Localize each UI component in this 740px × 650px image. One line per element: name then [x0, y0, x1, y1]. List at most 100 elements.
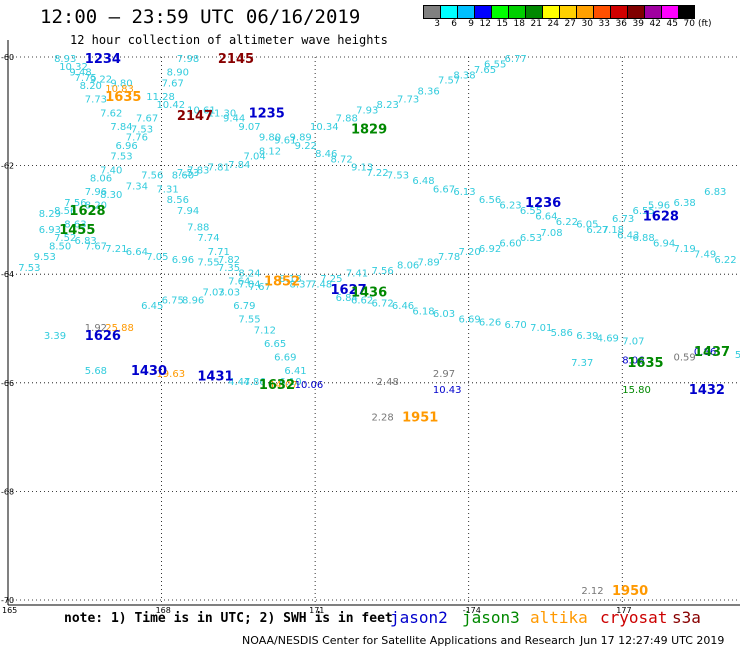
- legend-swatch: [559, 5, 576, 19]
- swh-value: 4.86: [243, 377, 265, 388]
- swh-value: 9.13: [351, 163, 373, 174]
- swh-value: 6.55: [633, 206, 655, 217]
- lon-tick-label: -174: [463, 606, 481, 615]
- swh-value-gray: 0.59: [673, 353, 695, 364]
- swh-value: 7.56: [64, 198, 86, 209]
- swh-value: 7.96: [85, 187, 107, 198]
- swh-value: 6.56: [479, 195, 501, 206]
- swh-value: 6.45: [141, 301, 163, 312]
- swh-value-altika: 25.88: [105, 323, 134, 334]
- swh-value: 6.26: [479, 317, 501, 328]
- swh-value: 7.82: [218, 255, 240, 266]
- swh-value-jason2: 0.86: [694, 347, 716, 358]
- swh-value: 7.67: [85, 241, 107, 252]
- swh-value: 6.41: [284, 366, 306, 377]
- pass-time-label: 1626: [85, 329, 121, 344]
- lon-tick-label: 171: [309, 606, 324, 615]
- swh-value: 8.93: [54, 54, 76, 65]
- legend-bin-label: 70: [683, 19, 695, 29]
- swh-value: 8.60: [172, 171, 194, 182]
- pass-time-label: 1236: [525, 196, 561, 211]
- swh-value: 7.57: [438, 76, 460, 87]
- swh-value: 7.53: [177, 168, 199, 179]
- pass-time-label: 2147: [177, 109, 213, 124]
- pass-time-label: 1632: [259, 378, 295, 393]
- swh-value: 8.96: [182, 296, 204, 307]
- swh-value-gray: 2.48: [377, 377, 399, 388]
- legend-labels: 3 6 9 12 15 18 21 24 27 30 33 36 39 42 45 70 (ft): [423, 19, 718, 29]
- legend-bin-label: 24: [547, 19, 559, 29]
- swh-value: 6.10: [279, 377, 301, 388]
- swh-value: 9.53: [34, 252, 56, 263]
- swh-value: 7.04: [243, 152, 265, 163]
- swh-value-gray: 1.92: [85, 323, 107, 334]
- generated-timestamp: Jun 17 12:27:49 UTC 2019: [580, 634, 725, 647]
- swh-value: 6.27: [586, 225, 608, 236]
- swh-value: 6.70: [505, 320, 527, 331]
- swh-value: 6.96: [172, 255, 194, 266]
- swh-value: 7.53: [387, 171, 409, 182]
- swh-value: 9.89: [290, 133, 312, 144]
- swh-value: 7.94: [177, 206, 199, 217]
- swh-value: 7.65: [474, 65, 496, 76]
- swh-value: 8.72: [330, 154, 352, 165]
- lon-tick-label: 177: [616, 606, 631, 615]
- swh-value: 7.88: [336, 114, 358, 125]
- swh-value: 6.43: [617, 230, 639, 241]
- swh-value: 8.12: [259, 146, 281, 157]
- swh-value: 6.03: [433, 309, 455, 320]
- lat-tick-label: -64: [1, 270, 14, 279]
- swh-value: 6.53: [520, 233, 542, 244]
- swh-value: 7.03: [203, 287, 225, 298]
- legend-swatch: [474, 5, 491, 19]
- legend-swatch: [542, 5, 559, 19]
- swh-value: 7.71: [208, 247, 230, 258]
- legend-swatch: [593, 5, 610, 19]
- swh-value: 6.94: [653, 239, 675, 250]
- swh-value: 6.67: [433, 184, 455, 195]
- legend-bin-label: 18: [513, 19, 525, 29]
- swh-value: 7.76: [126, 133, 148, 144]
- swh-value: 8.18: [279, 274, 301, 285]
- swh-value: 8.29: [39, 209, 61, 220]
- swh-value: 8.36: [418, 87, 440, 98]
- pass-time-label: 2145: [218, 52, 254, 67]
- swh-value: 5: [735, 350, 740, 361]
- pass-time-label: 1635: [627, 356, 663, 371]
- swh-value: 9.22: [295, 141, 317, 152]
- lat-tick-label: -62: [1, 162, 14, 171]
- swh-value: 9.80: [259, 133, 281, 144]
- map-title: 12:00 – 23:59 UTC 06/16/2019: [40, 6, 361, 28]
- legend-bin-label: 45: [666, 19, 678, 29]
- legend-bin-label: 21: [530, 19, 542, 29]
- legend-swatch: [644, 5, 661, 19]
- swh-value: 7.22: [366, 168, 388, 179]
- pass-time-label: 1234: [85, 52, 121, 67]
- swh-value: 10.32: [59, 62, 88, 73]
- swh-value: 7.08: [540, 228, 562, 239]
- swh-value: 7.12: [254, 326, 276, 337]
- pass-time-label: 1628: [69, 204, 105, 219]
- swh-value: 7.67: [249, 282, 271, 293]
- pass-time-label: 1829: [351, 123, 387, 138]
- swh-value: 8.30: [100, 190, 122, 201]
- swh-value: 6.75: [162, 296, 184, 307]
- legend-swatch: [610, 5, 627, 19]
- swh-value: 7.19: [673, 244, 695, 255]
- legend-unit: (ft): [698, 19, 712, 29]
- swh-value: 6.64: [535, 211, 557, 222]
- swh-value: 7.49: [694, 249, 716, 260]
- swh-value: 6.48: [412, 176, 434, 187]
- swh-value: 7.37: [571, 358, 593, 369]
- swh-value: 8.20: [85, 201, 107, 212]
- swh-value: 3.39: [44, 331, 66, 342]
- swh-value: 4.47: [228, 377, 250, 388]
- swh-value: 10.34: [310, 122, 339, 133]
- swh-value: 7.21: [105, 244, 127, 255]
- legend-swatches: [423, 5, 718, 19]
- swh-value: 7.01: [530, 323, 552, 334]
- swh-value: 7.31: [156, 184, 178, 195]
- legend-jason2: jason2: [390, 608, 448, 627]
- swh-value: 4.69: [597, 334, 619, 345]
